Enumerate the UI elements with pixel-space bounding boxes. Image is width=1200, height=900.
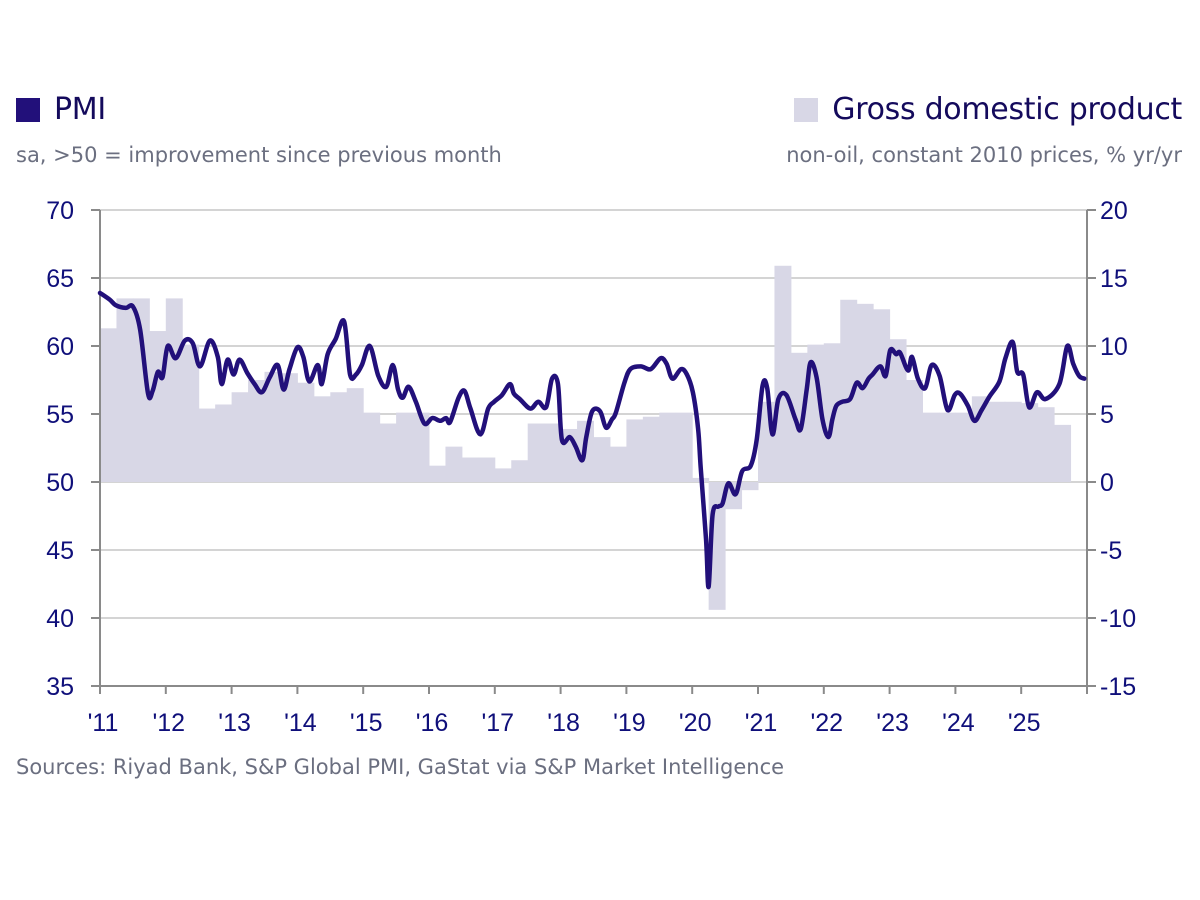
gdp-bar	[511, 460, 529, 482]
x-axis-label: '21	[745, 709, 778, 737]
gdp-bar	[461, 457, 479, 482]
right-axis-label: 10	[1100, 333, 1128, 361]
gdp-bar	[165, 298, 183, 482]
gdp-bar	[906, 380, 923, 482]
gdp-bar	[609, 446, 627, 482]
x-axis-label: '14	[284, 709, 317, 737]
pmi-legend-subtitle: sa, >50 = improvement since previous mon…	[16, 143, 502, 167]
pmi-line-layer	[97, 290, 1087, 589]
gdp-bar	[642, 416, 660, 482]
gdp-bar	[445, 446, 463, 482]
gdp-bar	[938, 412, 956, 482]
gdp-bar	[889, 339, 907, 482]
gdp-bar	[346, 388, 364, 482]
gdp-bar	[1054, 424, 1072, 482]
gdp-bar	[248, 380, 265, 482]
right-axis-label: 20	[1100, 197, 1128, 225]
gdp-bar	[527, 423, 545, 482]
gdp-bar	[659, 412, 677, 482]
gdp-bar	[330, 392, 348, 482]
gdp-bars	[100, 265, 1072, 610]
source-note: Sources: Riyad Bank, S&P Global PMI, GaS…	[16, 755, 785, 779]
gdp-bar	[116, 298, 134, 482]
gdp-bar	[396, 412, 414, 482]
x-axis-label: '15	[350, 709, 383, 737]
x-axis-label: '11	[88, 709, 119, 737]
x-axis-label: '13	[218, 709, 251, 737]
gdp-bar	[955, 412, 973, 482]
gdp-bar	[675, 412, 693, 482]
x-axis-label: '16	[416, 709, 449, 737]
gdp-bar	[856, 303, 874, 482]
gdp-bar	[1021, 403, 1039, 482]
x-axis-label: '18	[547, 709, 580, 737]
gdp-legend-title: Gross domestic product	[832, 92, 1182, 127]
gdp-legend-subtitle: non-oil, constant 2010 prices, % yr/yr	[786, 143, 1182, 167]
right-axis-label: -10	[1100, 605, 1136, 633]
gdp-bar	[412, 412, 430, 482]
left-axis-label: 50	[46, 469, 74, 497]
left-axis-label: 70	[46, 197, 74, 225]
gdp-bar	[1037, 407, 1055, 482]
left-axis-label: 60	[46, 333, 74, 361]
gdp-bar	[215, 404, 233, 482]
gdp-bar	[494, 468, 512, 482]
pmi-line	[97, 290, 1087, 589]
gdp-bar	[873, 309, 891, 482]
gdp-bar	[593, 437, 611, 482]
gdp-bar	[626, 419, 644, 482]
gdp-bar	[379, 423, 397, 482]
gdp-bar	[774, 265, 792, 482]
right-axis-label: -15	[1100, 673, 1136, 701]
x-axis-label: '23	[876, 709, 909, 737]
gdp-bar	[100, 328, 117, 482]
gdp-bar	[988, 401, 1006, 482]
right-axis-label: 0	[1100, 469, 1114, 497]
x-axis-label: '22	[811, 709, 844, 737]
right-axis-label: 5	[1100, 401, 1114, 429]
gdp-bar	[790, 352, 808, 482]
right-axis-label: -5	[1100, 537, 1122, 565]
gdp-bar	[198, 408, 216, 482]
pmi-legend-title: PMI	[54, 92, 106, 127]
gdp-bar	[1004, 401, 1022, 482]
left-axis-label: 45	[46, 537, 74, 565]
gdp-bar	[231, 392, 249, 482]
x-axis-label: '19	[613, 709, 646, 737]
legend-pmi: PMI	[16, 92, 106, 127]
left-axis-label: 55	[46, 401, 74, 429]
right-axis-label: 15	[1100, 265, 1128, 293]
axes	[91, 209, 1096, 694]
gdp-bar	[922, 412, 940, 482]
x-axis-label: '24	[942, 709, 975, 737]
gdp-bar	[297, 382, 315, 482]
gdp-bar	[182, 344, 200, 482]
gdp-bar	[313, 396, 331, 482]
x-axis-label: '17	[482, 709, 515, 737]
left-axis-label: 35	[46, 673, 74, 701]
gdp-bar	[363, 412, 381, 482]
legend-gdp: Gross domestic product	[794, 92, 1182, 127]
gdp-bar	[280, 373, 298, 482]
left-axis-label: 65	[46, 265, 74, 293]
gdp-bar	[807, 344, 825, 482]
gdp-bar	[741, 482, 759, 491]
gdp-bar	[478, 457, 496, 482]
gdp-bar	[544, 423, 562, 482]
tick-labels: 35 40 45 50 55 60 65 70 -15 -10 -5 0 5 10 15 20 '11 '12 '1…	[46, 197, 1136, 737]
gdp-bar	[840, 299, 858, 482]
x-axis-label: '12	[153, 709, 186, 737]
pmi-legend-swatch	[16, 97, 40, 122]
x-axis-label: '20	[679, 709, 712, 737]
gdp-bar	[429, 465, 446, 482]
left-axis-label: 40	[46, 605, 74, 633]
x-axis-label: '25	[1008, 709, 1041, 737]
gdp-legend-swatch	[794, 97, 819, 122]
gdp-bar	[264, 371, 282, 482]
gdp-bar	[132, 298, 150, 482]
